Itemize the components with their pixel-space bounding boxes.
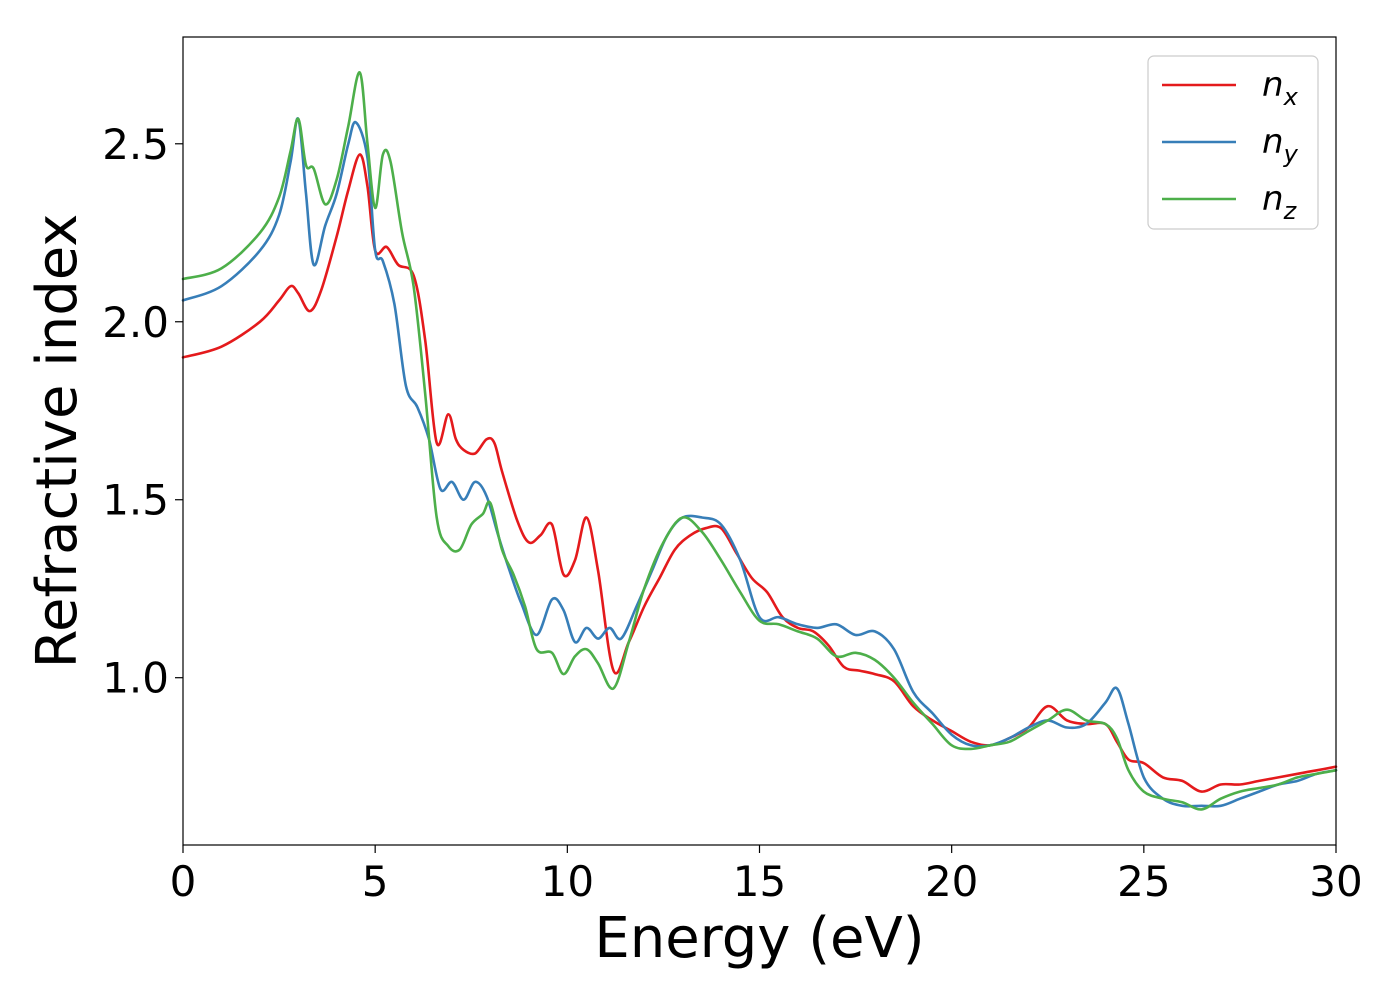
x-tick-label: 5 <box>362 857 389 906</box>
y-axis-title: Refractive index <box>25 214 90 669</box>
series-line-x <box>181 153 1338 793</box>
legend-label-x: nx <box>1262 65 1299 111</box>
x-tick-label: 20 <box>925 857 978 906</box>
ticks-layer: 0 5 10 15 20 25 30 1.0 1.5 2.0 2.5 <box>102 120 1363 906</box>
y-tick-label: 2.5 <box>102 120 169 169</box>
x-tick-label: 25 <box>1117 857 1170 906</box>
x-tick-label: 10 <box>541 857 594 906</box>
y-tick-label: 1.0 <box>102 654 169 703</box>
x-tick-label: 30 <box>1309 857 1362 906</box>
legend-label-y: ny <box>1262 122 1299 168</box>
y-tick-label: 2.0 <box>102 298 169 347</box>
series-layer <box>181 71 1338 811</box>
series-line-z <box>181 71 1338 811</box>
x-tick-label: 0 <box>170 857 197 906</box>
y-tick-label: 1.5 <box>102 476 169 525</box>
x-axis-title: Energy (eV) <box>594 906 924 971</box>
legend-label-z: nz <box>1262 179 1298 225</box>
x-tick-label: 15 <box>733 857 786 906</box>
legend: nx ny nz <box>1147 55 1319 230</box>
